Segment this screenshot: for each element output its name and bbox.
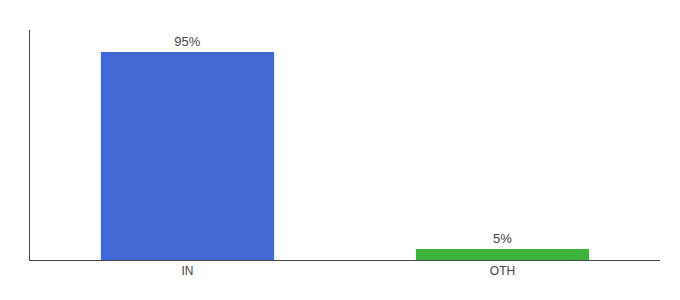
svg-text:5%: 5%	[493, 231, 512, 246]
svg-text:95%: 95%	[174, 34, 200, 49]
svg-text:OTH: OTH	[490, 264, 515, 278]
svg-text:IN: IN	[182, 264, 194, 278]
